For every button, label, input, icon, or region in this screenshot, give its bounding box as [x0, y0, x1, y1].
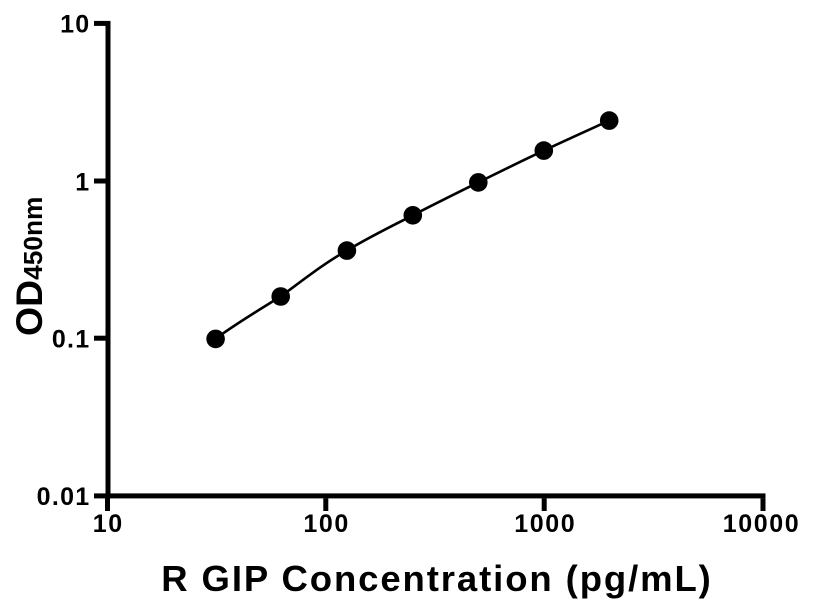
- svg-text:1000: 1000: [514, 510, 576, 538]
- svg-text:OD450nm: OD450nm: [8, 197, 50, 336]
- svg-text:10000: 10000: [723, 510, 801, 538]
- svg-text:0.01: 0.01: [37, 483, 91, 511]
- svg-text:10: 10: [60, 11, 90, 39]
- svg-text:10: 10: [93, 510, 124, 538]
- svg-text:1: 1: [75, 168, 90, 196]
- svg-text:R GIP Concentration (pg/mL): R GIP Concentration (pg/mL): [161, 558, 712, 599]
- svg-text:0.1: 0.1: [52, 326, 91, 354]
- svg-text:100: 100: [303, 510, 350, 538]
